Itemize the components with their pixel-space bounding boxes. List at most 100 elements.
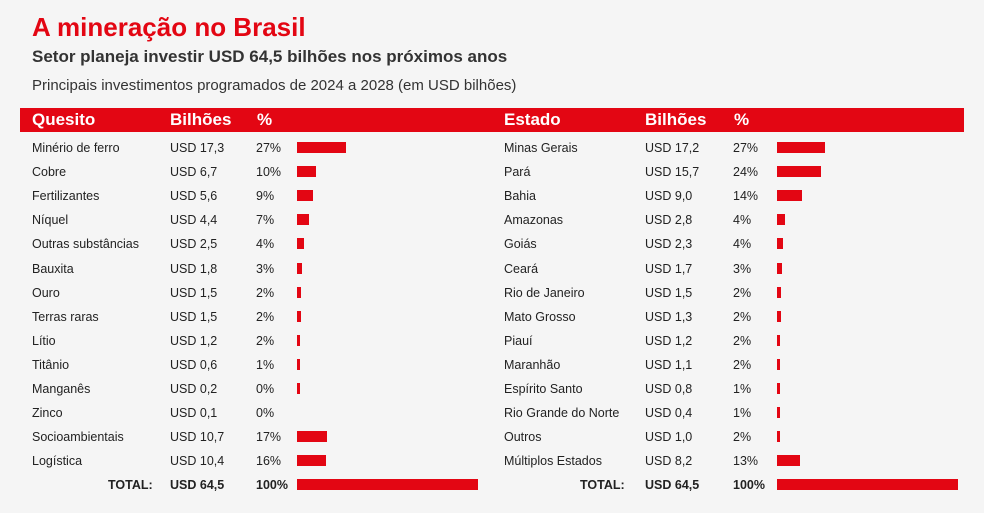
quesito-row: Ouro USD 1,5 2%	[0, 281, 984, 305]
row-label: Níquel	[32, 213, 69, 228]
pct-label: 7%	[256, 213, 275, 228]
value-label: USD 1,8	[170, 261, 218, 276]
estado-row: Mato Grosso USD 1,3 2%	[0, 305, 984, 329]
row-label: Titânio	[32, 357, 70, 372]
pct-label: 1%	[733, 406, 752, 421]
bar	[297, 214, 310, 226]
bar	[777, 334, 781, 346]
pct-label: 4%	[733, 213, 752, 228]
header-pct-left: %	[257, 110, 273, 129]
value-label: USD 2,8	[645, 213, 693, 228]
total-label: TOTAL:	[108, 478, 153, 493]
row-label: Outras substâncias	[32, 237, 139, 252]
value-label: USD 9,0	[645, 189, 693, 204]
row-label: Minas Gerais	[504, 141, 578, 155]
header-estado: Estado	[504, 110, 561, 129]
page-subtitle: Setor planeja investir USD 64,5 bilhões …	[32, 47, 508, 66]
row-label: Pará	[504, 165, 531, 180]
bar	[777, 286, 782, 298]
bar	[297, 190, 313, 202]
pct-label: 16%	[256, 454, 282, 469]
pct-label: 2%	[733, 333, 752, 348]
bar	[297, 142, 346, 153]
value-label: USD 64,5	[645, 478, 700, 493]
value-label: USD 10,4	[170, 454, 225, 469]
value-label: USD 1,3	[645, 309, 693, 324]
quesito-row: Minério de ferro USD 17,3 27%	[0, 136, 984, 160]
pct-label: 2%	[733, 357, 752, 372]
value-label: USD 17,3	[170, 141, 225, 155]
estado-row: Outros USD 1,0 2%	[0, 425, 984, 449]
row-label: Manganês	[32, 382, 91, 396]
bar	[777, 142, 826, 153]
pct-label: 2%	[256, 333, 275, 348]
value-label: USD 1,7	[645, 261, 693, 276]
bar	[297, 310, 302, 322]
value-label: USD 1,5	[170, 285, 218, 300]
row-label: Cobre	[32, 165, 67, 180]
estado-row: Rio Grande do Norte USD 0,4 1%	[0, 401, 984, 425]
row-label: Ceará	[504, 261, 539, 276]
estado-row: Ceará USD 1,7 3%	[0, 257, 984, 281]
value-label: USD 1,2	[170, 333, 218, 348]
bar	[777, 383, 780, 394]
value-label: USD 8,2	[645, 454, 693, 469]
estado-row: Rio de Janeiro USD 1,5 2%	[0, 281, 984, 305]
value-label: USD 0,2	[170, 382, 218, 396]
bar	[297, 166, 316, 178]
bar	[777, 310, 781, 322]
row-label: Rio Grande do Norte	[504, 406, 620, 421]
quesito-row: Cobre USD 6,7 10%	[0, 160, 984, 184]
bar	[777, 407, 780, 419]
estado-row: Múltiplos Estados USD 8,2 13%	[0, 449, 984, 473]
total-bar	[297, 479, 478, 491]
value-label: USD 0,8	[645, 382, 693, 396]
header-bilhoes-right: Bilhões	[645, 110, 707, 129]
bar	[297, 358, 300, 370]
value-label: USD 1,1	[645, 357, 693, 372]
header-bilhoes-left: Bilhões	[170, 110, 232, 129]
pct-label: 0%	[256, 382, 275, 396]
quesito-row: Lítio USD 1,2 2%	[0, 329, 984, 353]
bar	[297, 431, 328, 443]
value-label: USD 2,5	[170, 237, 218, 252]
pct-label: 2%	[733, 430, 752, 445]
pct-label: 2%	[733, 309, 752, 324]
pct-label: 3%	[733, 261, 752, 276]
quesito-row: Níquel USD 4,4 7%	[0, 208, 984, 232]
pct-label: 2%	[733, 285, 752, 300]
pct-label: 4%	[733, 237, 752, 252]
bar	[777, 166, 822, 178]
value-label: USD 1,2	[645, 333, 693, 348]
pct-label: 1%	[256, 357, 275, 372]
pct-label: 27%	[256, 141, 282, 155]
row-label: Espírito Santo	[504, 382, 583, 396]
bar	[297, 262, 303, 274]
row-label: Rio de Janeiro	[504, 285, 585, 300]
row-label: Piauí	[504, 333, 533, 348]
value-label: USD 15,7	[645, 165, 700, 180]
pct-label: 14%	[733, 189, 759, 204]
value-label: USD 1,0	[645, 430, 693, 445]
quesito-row: Outras substâncias USD 2,5 4%	[0, 232, 984, 256]
estado-row: Maranhão USD 1,1 2%	[0, 353, 984, 377]
estado-row: Minas Gerais USD 17,2 27%	[0, 136, 984, 160]
value-label: USD 5,6	[170, 189, 218, 204]
value-label: USD 6,7	[170, 165, 218, 180]
estado-row: Amazonas USD 2,8 4%	[0, 208, 984, 232]
pct-label: 9%	[256, 189, 275, 204]
pct-label: 2%	[256, 285, 275, 300]
pct-label: 0%	[256, 406, 275, 421]
pct-label: 100%	[733, 478, 765, 493]
row-label: Goiás	[504, 237, 537, 252]
value-label: USD 0,6	[170, 357, 218, 372]
row-label: Zinco	[32, 406, 63, 421]
table-header-bar	[20, 108, 964, 132]
bar	[777, 358, 781, 370]
quesito-row: Socioambientais USD 10,7 17%	[0, 425, 984, 449]
bar	[777, 214, 785, 226]
row-label: Maranhão	[504, 357, 561, 372]
row-label: Bauxita	[32, 261, 74, 276]
pct-label: 17%	[256, 430, 282, 445]
bar	[777, 262, 782, 274]
